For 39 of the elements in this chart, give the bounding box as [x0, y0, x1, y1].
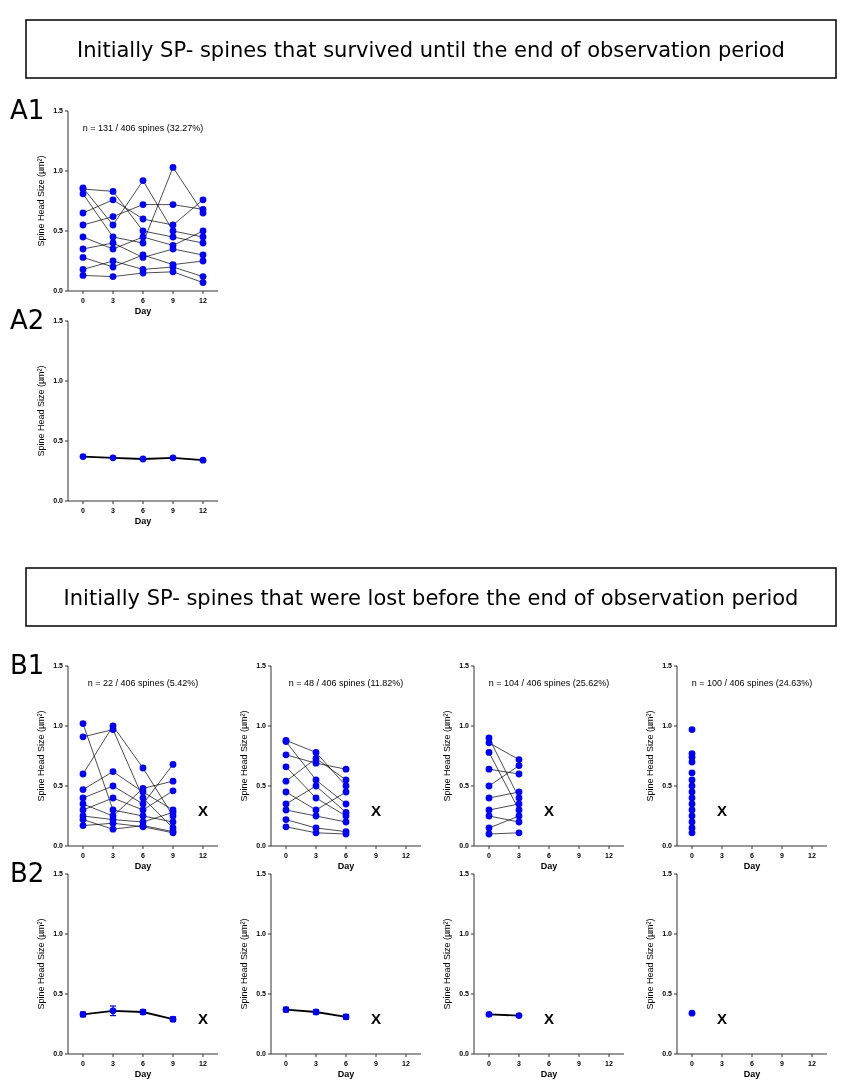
x-axis-title: Day [134, 306, 152, 316]
annotation: n = 131 / 406 spines (32.27%) [82, 123, 204, 133]
y-axis-title: Spine Head Size (µm²) [239, 710, 249, 802]
text: Initially SP- spines that were lost before the end of observation period [63, 586, 799, 610]
x-axis-title: Day [134, 861, 152, 871]
annotation: n = 104 / 406 spines (25.62%) [488, 678, 610, 688]
annotation: X [197, 1010, 209, 1028]
x-axis-title: Day [134, 516, 152, 526]
annotation: X [370, 802, 382, 820]
y-axis-title: Spine Head Size (µm²) [36, 710, 46, 802]
annotation: X [716, 1010, 728, 1028]
text: B2 [10, 858, 45, 888]
annotation: X [197, 802, 209, 820]
annotation: n = 22 / 406 spines (5.42%) [87, 678, 199, 688]
y-axis-title: Spine Head Size (µm²) [442, 710, 452, 802]
x-axis-title: Day [540, 1069, 558, 1079]
annotation: X [543, 1010, 555, 1028]
x-axis-title: Day [743, 861, 761, 871]
y-axis-title: Spine Head Size (µm²) [239, 918, 249, 1010]
annotation: X [370, 1010, 382, 1028]
x-axis-title: Day [337, 1069, 355, 1079]
y-axis-title: Spine Head Size (µm²) [36, 918, 46, 1010]
y-axis-title: Spine Head Size (µm²) [36, 365, 46, 457]
annotation: X [543, 802, 555, 820]
x-axis-title: Day [337, 861, 355, 871]
text: A2 [10, 305, 45, 335]
text: Initially SP- spines that survived until the end of observation period [77, 38, 785, 62]
y-axis-title: Spine Head Size (µm²) [36, 155, 46, 247]
y-axis-title: Spine Head Size (µm²) [645, 710, 655, 802]
text: B1 [10, 650, 45, 680]
annotation: X [716, 802, 728, 820]
y-axis-title: Spine Head Size (µm²) [645, 918, 655, 1010]
annotation: n = 100 / 406 spines (24.63%) [691, 678, 813, 688]
x-axis-title: Day [540, 861, 558, 871]
x-axis-title: Day [134, 1069, 152, 1079]
text: A1 [10, 95, 45, 125]
y-axis-title: Spine Head Size (µm²) [442, 918, 452, 1010]
annotation: n = 48 / 406 spines (11.82%) [288, 678, 404, 688]
x-axis-title: Day [743, 1069, 761, 1079]
